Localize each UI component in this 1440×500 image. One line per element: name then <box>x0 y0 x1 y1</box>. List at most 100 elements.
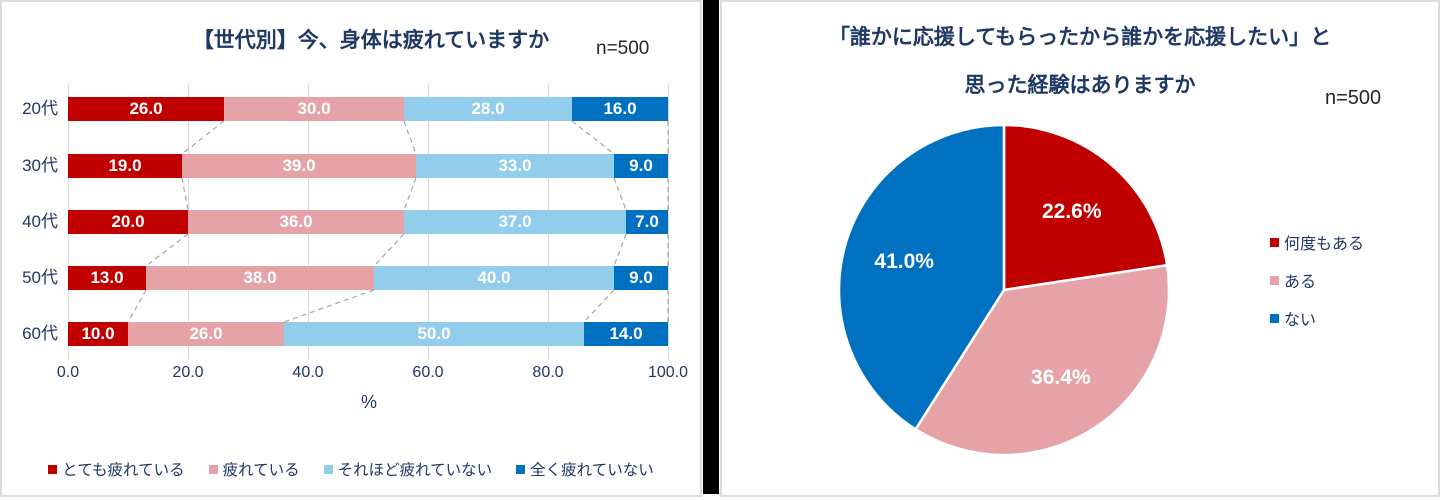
bar-data-label: 26.0 <box>129 99 163 118</box>
legend-marker-icon <box>208 464 218 474</box>
bar-segment: 9.0 <box>614 154 668 178</box>
category-label-30s: 30代 <box>22 156 58 175</box>
series-connector-line <box>145 233 189 267</box>
bar-data-label: 10.0 <box>81 324 115 343</box>
gridline <box>668 84 669 360</box>
legend-item-not-so-tired: それほど疲れていない <box>323 458 493 480</box>
bar-segment: 10.0 <box>68 322 128 346</box>
pie-chart-title: 「誰かに応援してもらったから誰かを応援したい」と 思った経験はありますか <box>720 14 1440 110</box>
x-tick-60: 60.0 <box>412 364 444 381</box>
bar-data-label: 39.0 <box>282 156 316 175</box>
legend-item-not-tired: 全く疲れていない <box>516 458 654 480</box>
legend-label: 疲れている <box>222 462 300 479</box>
bar-segment: 20.0 <box>68 210 188 234</box>
category-label-20s: 20代 <box>22 99 58 118</box>
x-tick-100: 100.0 <box>647 364 689 381</box>
x-tick-0: 0.0 <box>56 364 80 381</box>
bar-segment: 37.0 <box>404 210 626 234</box>
pie-data-label: 41.0% <box>874 250 934 273</box>
legend-label: ある <box>1284 274 1317 291</box>
series-connector-line <box>403 120 417 155</box>
pie-slice <box>837 123 1006 431</box>
legend-item-yes: ある <box>1270 268 1364 292</box>
bar-data-label: 19.0 <box>108 156 142 175</box>
legend-marker-icon <box>516 464 526 474</box>
bar-segment: 38.0 <box>146 266 374 290</box>
series-connector-lines <box>127 120 669 323</box>
series-connector-line <box>181 120 225 155</box>
category-label-50s: 50代 <box>22 268 58 287</box>
bar-data-label: 13.0 <box>90 268 124 287</box>
series-connector-line <box>583 289 615 323</box>
bar-data-label: 40.0 <box>477 268 511 287</box>
bar-data-label: 20.0 <box>111 212 145 231</box>
x-tick-80: 80.0 <box>532 364 564 381</box>
legend-marker-icon <box>323 464 333 474</box>
legend-label: それほど疲れていない <box>337 462 493 479</box>
x-tick-20: 20.0 <box>172 364 204 381</box>
pie-slice <box>1002 123 1169 292</box>
bar-segment: 14.0 <box>584 322 668 346</box>
pie-chart-sample-size: n=500 <box>1325 87 1382 109</box>
bar-segment: 33.0 <box>416 154 614 178</box>
bar-chart-sample-size: n=500 <box>596 38 650 59</box>
pie-plot-area: 22.6% 36.4% 41.0% <box>837 123 1171 457</box>
bar-segment: 26.0 <box>128 322 284 346</box>
legend-marker-icon <box>1270 313 1279 323</box>
x-tick-40: 40.0 <box>292 364 324 381</box>
category-label-60s: 60代 <box>22 324 58 343</box>
bar-segment: 26.0 <box>68 97 224 121</box>
series-connector-line <box>181 177 189 211</box>
bar-row: 13.0 38.0 40.0 9.0 <box>68 266 668 290</box>
bar-segment: 13.0 <box>68 266 146 290</box>
bar-data-label: 36.0 <box>279 212 313 231</box>
bar-segment: 30.0 <box>224 97 404 121</box>
legend-marker-icon <box>1270 237 1279 247</box>
bar-data-label: 33.0 <box>498 156 532 175</box>
series-connector-line <box>283 289 375 323</box>
series-connector-line <box>571 120 615 155</box>
legend-label: 全く疲れていない <box>530 462 654 479</box>
bar-segment: 7.0 <box>626 210 668 234</box>
bar-segment: 39.0 <box>182 154 416 178</box>
legend-marker-icon <box>48 464 58 474</box>
series-connector-line <box>127 289 147 323</box>
pie-chart-title-line1: 「誰かに応援してもらったから誰かを応援したい」と <box>828 26 1332 49</box>
pie-chart-legend: 何度もある ある ない <box>1270 230 1364 330</box>
pie-chart-panel: 「誰かに応援してもらったから誰かを応援したい」と 思った経験はありますか n=5… <box>720 0 1440 497</box>
bar-segment: 28.0 <box>404 97 572 121</box>
legend-label: ない <box>1284 312 1317 329</box>
bar-data-label: 16.0 <box>603 99 637 118</box>
bar-data-label: 38.0 <box>243 268 277 287</box>
bar-segment: 19.0 <box>68 154 182 178</box>
bar-segment: 9.0 <box>614 266 668 290</box>
bar-chart-title: 【世代別】今、身体は疲れていますか <box>192 29 550 52</box>
bar-data-label: 7.0 <box>635 212 659 231</box>
legend-marker-icon <box>1270 275 1279 285</box>
bar-segment: 50.0 <box>284 322 584 346</box>
bar-row: 26.0 30.0 28.0 16.0 <box>68 97 668 121</box>
bar-chart-legend: とても疲れている 疲れている それほど疲れていない 全く疲れていない <box>0 458 702 480</box>
legend-item-many-times: 何度もある <box>1270 230 1364 254</box>
bar-data-label: 9.0 <box>629 156 653 175</box>
series-connector-line <box>613 233 627 267</box>
bar-data-label: 30.0 <box>297 99 331 118</box>
bar-segment: 36.0 <box>188 210 404 234</box>
bar-row: 20.0 36.0 37.0 7.0 <box>68 210 668 234</box>
pie-data-label: 36.4% <box>1031 366 1091 389</box>
series-connector-line <box>613 177 627 211</box>
bar-data-label: 50.0 <box>417 324 451 343</box>
bar-chart-panel: 【世代別】今、身体は疲れていますか n=500 20代 30代 40代 50代 … <box>0 0 702 497</box>
legend-label: 何度もある <box>1284 236 1365 253</box>
bar-row: 19.0 39.0 33.0 9.0 <box>68 154 668 178</box>
panel-divider <box>703 0 719 494</box>
legend-label: とても疲れている <box>62 462 185 479</box>
legend-item-tired: 疲れている <box>208 458 300 480</box>
legend-item-very-tired: とても疲れている <box>48 458 185 480</box>
bar-data-label: 26.0 <box>189 324 223 343</box>
pie-slice <box>914 263 1171 457</box>
pie-chart-title-line2: 思った経験はありますか <box>964 74 1196 97</box>
bar-segment: 40.0 <box>374 266 614 290</box>
series-connector-line <box>373 233 405 267</box>
bar-data-label: 28.0 <box>471 99 505 118</box>
